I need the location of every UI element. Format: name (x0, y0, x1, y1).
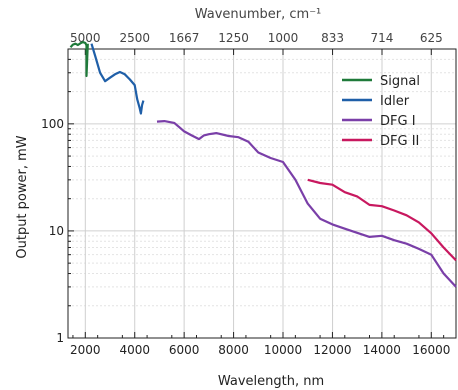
y-axis-title: Output power, mW (15, 135, 30, 258)
legend: Signal Idler DFG I DFG II (342, 74, 420, 149)
top-tick-label: 833 (321, 31, 344, 45)
x-tick-label: 14000 (363, 343, 401, 357)
top-tick-label: 625 (420, 31, 443, 45)
x-tick-label: 12000 (313, 343, 351, 357)
top-tick-label: 5000 (70, 31, 101, 45)
legend-label-dfg-ii: DFG II (380, 134, 419, 149)
x-tick-label: 6000 (169, 343, 200, 357)
legend-label-idler: Idler (380, 94, 410, 109)
x-tick-label: 4000 (119, 343, 150, 357)
x-tick-label: 8000 (218, 343, 249, 357)
series-line-signal (69, 40, 89, 78)
y-tick-label: 100 (41, 117, 64, 131)
series-line-dfg-ii (307, 178, 457, 262)
top-tick-label: 1667 (169, 31, 200, 45)
top-tick-label: 714 (371, 31, 394, 45)
legend-label-dfg-i: DFG I (380, 114, 416, 129)
tick-labels: 1 10 100 5000 2500 1667 1250 1000 833 714 625 2000 4… (41, 31, 450, 357)
x-axis-title: Wavelength, nm (218, 374, 324, 389)
legend-label-signal: Signal (380, 74, 420, 89)
top-tick-label: 1250 (218, 31, 249, 45)
top-axis-title: Wavenumber, cm⁻¹ (195, 7, 322, 22)
top-tick-label: 2500 (119, 31, 150, 45)
x-tick-label: 16000 (412, 343, 450, 357)
top-tick-label: 1000 (268, 31, 299, 45)
series-lines (69, 40, 457, 288)
series-line-idler (90, 43, 145, 115)
series-line-dfg-i (156, 119, 457, 288)
y-tick-label: 10 (49, 224, 64, 238)
x-tick-label: 10000 (264, 343, 302, 357)
x-tick-label: 2000 (70, 343, 101, 357)
y-tick-label: 1 (56, 331, 64, 345)
plot-area-frame (67, 48, 457, 339)
ticks (68, 48, 445, 339)
